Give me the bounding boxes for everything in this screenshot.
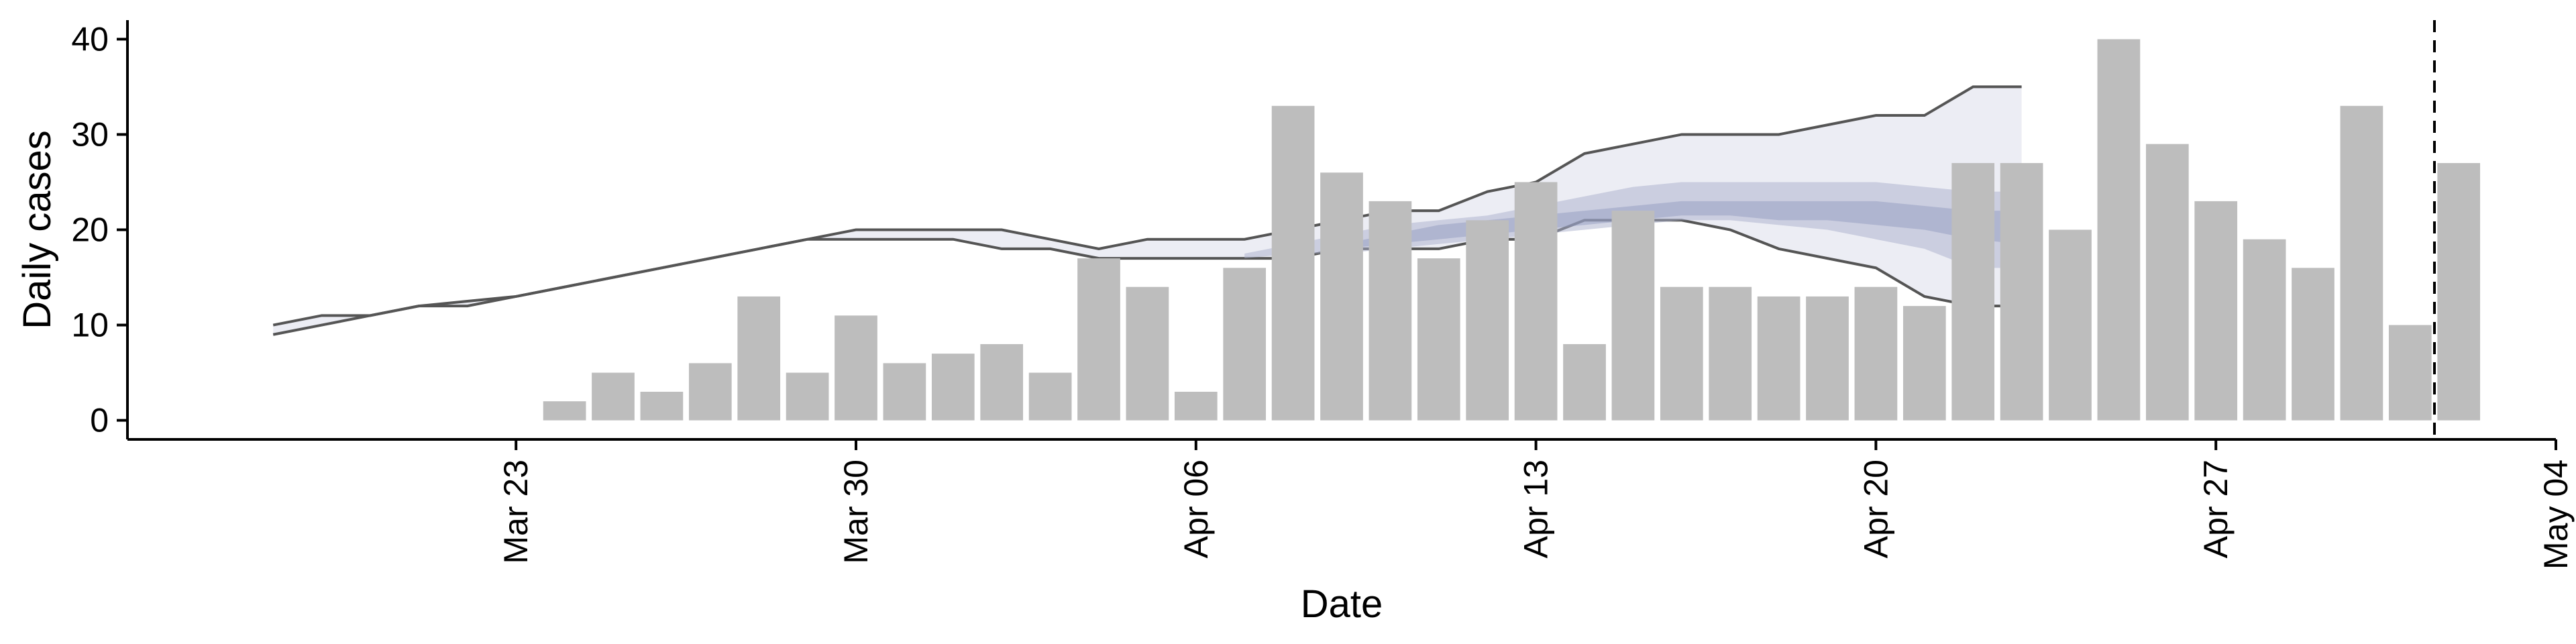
bar-layer xyxy=(543,39,2481,421)
bar xyxy=(1563,343,1606,421)
bar xyxy=(1223,268,1267,421)
bar xyxy=(835,315,877,421)
bar xyxy=(1417,258,1460,421)
bar xyxy=(1951,163,1995,421)
bar xyxy=(1660,286,1703,421)
x-tick-label: Apr 27 xyxy=(2197,460,2235,558)
bar xyxy=(592,372,635,421)
y-tick-label: 20 xyxy=(71,211,109,249)
bar xyxy=(1709,286,1752,421)
y-tick-label: 40 xyxy=(71,20,109,58)
bar xyxy=(2145,144,2189,421)
bar xyxy=(931,354,975,421)
bar xyxy=(2243,239,2286,421)
bar xyxy=(1077,258,1120,421)
bar xyxy=(2437,163,2481,421)
bar xyxy=(1611,211,1655,421)
bar xyxy=(1514,182,1558,421)
x-tick-label: Mar 30 xyxy=(837,460,875,564)
axes: 0 10 20 30 40 Mar 23 Mar 30 Apr 06 Apr 13 Apr 20 A… xyxy=(71,20,2575,570)
bar xyxy=(1271,105,1315,421)
y-tick-label: 10 xyxy=(71,307,109,344)
bar xyxy=(883,363,926,421)
bar xyxy=(1368,201,1412,421)
x-tick-label: Apr 20 xyxy=(1857,460,1894,558)
bar xyxy=(2097,39,2141,421)
bar xyxy=(1757,296,1801,421)
y-axis-title: Daily cases xyxy=(15,130,59,329)
bar xyxy=(2194,201,2238,421)
bar xyxy=(1854,286,1898,421)
fitted-band-lower-line xyxy=(272,219,2022,336)
x-tick-label: May 04 xyxy=(2537,460,2575,570)
bar xyxy=(688,363,732,421)
bar xyxy=(1126,286,1169,421)
bar xyxy=(2000,163,2043,421)
x-tick-label: Apr 06 xyxy=(1177,460,1215,558)
bar xyxy=(980,343,1024,421)
x-tick-label: Mar 23 xyxy=(497,460,535,564)
bar xyxy=(2292,268,2334,421)
bar xyxy=(1028,372,1072,421)
bar xyxy=(1806,296,1849,421)
bar xyxy=(2049,229,2092,421)
bar xyxy=(2388,325,2432,421)
bar xyxy=(2340,105,2383,421)
bar xyxy=(1320,172,1363,421)
y-tick-label: 30 xyxy=(71,115,109,153)
forecast-band-2 xyxy=(1342,201,2022,249)
x-axis-title: Date xyxy=(1301,582,1383,626)
bar xyxy=(1174,391,1218,421)
x-tick-label: Apr 13 xyxy=(1517,460,1555,558)
y-tick-label: 0 xyxy=(90,402,109,439)
bar xyxy=(737,296,781,421)
bar xyxy=(640,391,684,421)
bar xyxy=(786,372,829,421)
bar xyxy=(1902,306,1946,421)
bar xyxy=(543,401,586,421)
bar xyxy=(1466,220,1509,421)
